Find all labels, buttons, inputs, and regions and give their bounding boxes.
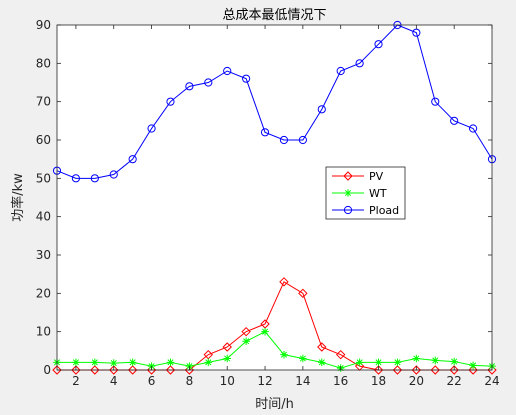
y-tick-label: 70 [36,95,51,109]
plot-area [57,25,492,370]
data-point-pload [468,124,478,133]
x-tick-label: 18 [371,374,386,388]
data-point-wt [412,354,421,363]
data-point-pload [90,174,99,183]
plot-frame [56,24,493,371]
data-point-wt [72,358,80,367]
y-tick-label: 30 [36,248,51,262]
data-point-pv [165,365,176,375]
x-axis-label: 时间/h [255,397,294,412]
data-point-wt [355,358,364,367]
data-point-pv [335,349,346,360]
data-point-pload [71,174,81,183]
legend-marker-pload [343,205,353,215]
data-point-pload [166,97,175,106]
data-point-wt [299,354,307,363]
data-point-pv [468,365,478,375]
x-tick-label: 2 [72,374,80,388]
legend-label-wt: WT [369,187,387,200]
legend-label-pload: Pload [369,204,399,217]
data-point-pload [223,66,232,76]
data-point-pload [412,28,421,37]
data-point-pv [52,365,62,375]
data-point-wt [242,337,250,346]
y-tick-label: 90 [36,18,51,32]
data-point-pv [373,365,384,375]
x-tick-label: 4 [110,374,118,388]
data-point-pload [147,124,156,133]
data-point-wt [393,358,402,367]
legend-entry-pload: Pload [332,204,399,217]
data-point-pv [127,365,138,375]
data-point-wt [109,359,118,367]
data-point-pload [355,59,364,68]
x-tick-label: 24 [484,374,499,388]
data-point-wt [261,327,269,336]
series-pload [52,20,497,183]
y-tick-label: 40 [36,210,51,224]
data-point-pv [222,342,232,352]
data-point-pload [204,78,213,87]
data-point-wt [374,358,383,367]
legend: PV WT Pload [325,166,406,220]
data-point-pload [298,135,307,145]
data-point-wt [469,361,477,370]
data-point-wt [280,350,288,359]
data-point-pload [242,74,251,83]
data-point-wt [317,358,326,367]
data-point-pload [317,105,326,114]
x-tick-label: 14 [295,374,310,388]
chart-title: 总成本最低情况下 [222,8,326,23]
data-point-pv [279,277,289,287]
data-point-wt [128,358,137,367]
data-point-pv [317,342,327,352]
legend-label-pv: PV [369,170,384,183]
data-point-pv [392,365,403,375]
data-point-pload [279,135,289,145]
x-tick-label: 8 [186,374,194,388]
y-tick-label: 60 [36,133,51,147]
data-point-wt [431,356,440,365]
data-point-pv [71,365,81,375]
data-point-pv [411,365,422,375]
data-point-pv [241,326,251,337]
data-point-wt [91,358,99,367]
data-point-pv [90,365,100,375]
x-tick-label: 6 [148,374,156,388]
x-tick-label: 10 [220,374,235,388]
data-point-pload [185,82,194,91]
data-point-wt [166,358,175,367]
legend-marker-pv [343,171,353,181]
legend-entry-wt: WT [332,187,387,200]
x-tick-label: 16 [333,374,348,388]
data-point-wt [204,358,213,367]
y-tick-label: 20 [36,286,51,300]
legend-marker-wt [344,189,352,197]
data-point-pload [431,97,440,106]
data-point-pv [298,288,308,299]
data-point-pload [109,170,118,179]
data-point-pv [449,365,459,375]
x-tick-label: 22 [447,374,462,388]
data-point-pv [109,365,119,375]
data-point-wt [223,354,232,363]
y-tick-label: 0 [43,363,51,377]
x-tick-label: 20 [409,374,424,388]
data-point-pload [336,66,345,76]
y-tick-label: 80 [36,56,51,70]
data-point-pload [374,40,383,49]
data-point-pv [430,365,440,375]
legend-entry-pv: PV [332,170,384,183]
y-tick-label: 10 [36,325,51,339]
data-point-pload [450,116,459,125]
data-point-pload [128,155,137,164]
data-point-pload [260,128,270,137]
data-point-wt [450,357,458,366]
y-tick-label: 50 [36,171,51,185]
y-axis-label: 功率/kw [10,173,26,222]
x-tick-label: 12 [257,374,272,388]
